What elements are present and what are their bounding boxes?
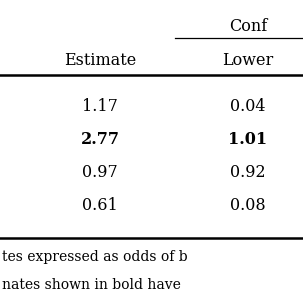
Text: 2.77: 2.77 [81,131,119,148]
Text: tes expressed as odds of b: tes expressed as odds of b [2,250,188,264]
Text: 0.97: 0.97 [82,164,118,181]
Text: Estimate: Estimate [64,52,136,69]
Text: Lower: Lower [222,52,274,69]
Text: 0.08: 0.08 [230,197,266,214]
Text: Conf: Conf [229,18,267,35]
Text: 0.04: 0.04 [230,98,266,115]
Text: 1.17: 1.17 [82,98,118,115]
Text: 1.01: 1.01 [228,131,268,148]
Text: 0.61: 0.61 [82,197,118,214]
Text: nates shown in bold have: nates shown in bold have [2,278,181,292]
Text: 0.92: 0.92 [230,164,266,181]
